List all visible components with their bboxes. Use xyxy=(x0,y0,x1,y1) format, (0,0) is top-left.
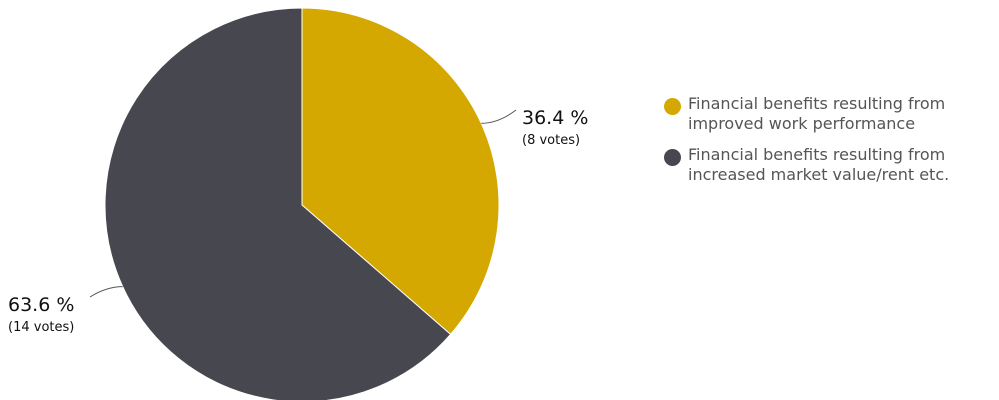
pie-slice-1[interactable] xyxy=(104,7,452,400)
legend-label: Financial benefits resulting from improv… xyxy=(688,94,946,133)
legend-label: Financial benefits resulting from increa… xyxy=(688,145,950,184)
legend: Financial benefits resulting from improv… xyxy=(664,94,999,196)
slice-votes-label-0: (8 votes) xyxy=(522,133,580,148)
leader-line-0 xyxy=(481,109,517,124)
slice-votes-label-1: (14 votes) xyxy=(8,320,74,335)
legend-item-work-performance[interactable]: Financial benefits resulting from improv… xyxy=(664,94,999,134)
leader-line-1 xyxy=(89,286,123,298)
legend-marker-icon xyxy=(664,98,681,115)
slice-percent-label-1: 63.6 % xyxy=(8,294,74,316)
pie-slice-0[interactable] xyxy=(301,7,500,336)
slice-percent-label-0: 36.4 % xyxy=(522,107,588,129)
legend-item-market-value[interactable]: Financial benefits resulting from increa… xyxy=(664,145,999,185)
legend-marker-icon xyxy=(664,149,681,166)
